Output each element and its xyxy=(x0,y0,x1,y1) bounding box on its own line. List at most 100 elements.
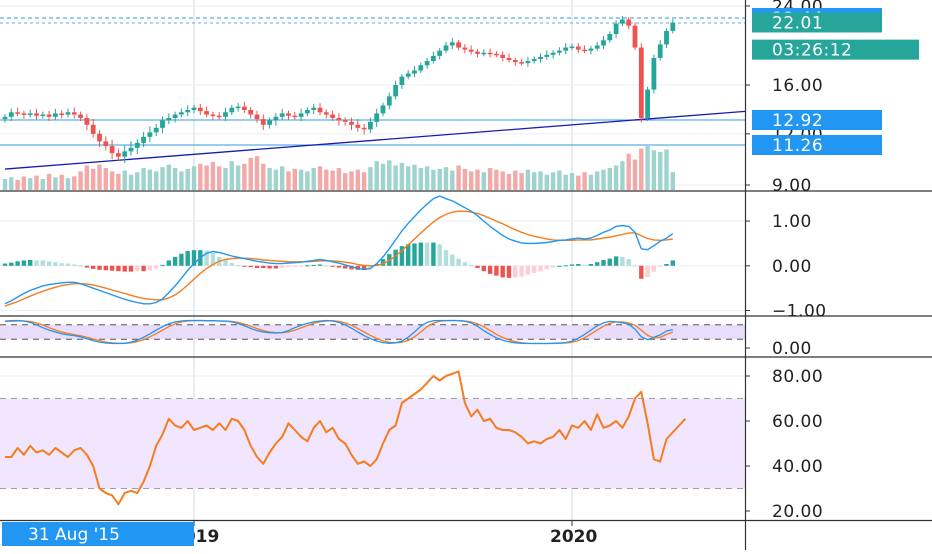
candle[interactable] xyxy=(481,49,487,57)
trendline[interactable] xyxy=(4,110,746,170)
candle[interactable] xyxy=(185,105,191,117)
candle[interactable] xyxy=(664,28,669,49)
candle[interactable] xyxy=(412,66,417,78)
date-badge[interactable]: 31 Aug '15 xyxy=(2,522,194,546)
candle[interactable] xyxy=(349,117,354,131)
candle[interactable] xyxy=(620,15,625,27)
candle[interactable] xyxy=(582,45,587,54)
candle[interactable] xyxy=(456,39,461,51)
candle[interactable] xyxy=(116,148,121,162)
candle[interactable] xyxy=(386,92,392,110)
candle[interactable] xyxy=(657,40,663,61)
candle[interactable] xyxy=(494,51,499,58)
candle[interactable] xyxy=(292,111,298,120)
candle[interactable] xyxy=(84,114,90,131)
candle[interactable] xyxy=(399,74,405,89)
candle[interactable] xyxy=(134,139,140,155)
candle[interactable] xyxy=(368,117,373,134)
candle[interactable] xyxy=(651,54,657,94)
candle[interactable] xyxy=(141,131,146,147)
candle[interactable] xyxy=(286,110,291,120)
candle[interactable] xyxy=(21,110,27,119)
candle[interactable] xyxy=(569,43,575,51)
candle[interactable] xyxy=(27,109,33,118)
candle[interactable] xyxy=(65,108,71,118)
candle[interactable] xyxy=(550,50,556,59)
candle[interactable] xyxy=(670,19,676,34)
candle[interactable] xyxy=(172,111,178,123)
candle[interactable] xyxy=(191,104,197,113)
candle[interactable] xyxy=(538,53,543,63)
candle[interactable] xyxy=(34,108,39,120)
candle[interactable] xyxy=(632,22,638,51)
candle[interactable] xyxy=(361,124,367,135)
price-pane[interactable] xyxy=(0,5,746,190)
price-badge[interactable]: 11.26 xyxy=(752,135,882,156)
candle[interactable] xyxy=(210,111,216,120)
stochastic-pane[interactable] xyxy=(0,319,745,345)
candle[interactable] xyxy=(59,110,65,119)
candle[interactable] xyxy=(2,113,8,123)
candle[interactable] xyxy=(418,62,424,74)
macd-line[interactable] xyxy=(4,195,674,305)
candle[interactable] xyxy=(374,108,380,128)
candle[interactable] xyxy=(40,111,46,119)
candle[interactable] xyxy=(46,110,52,122)
candle[interactable] xyxy=(525,56,531,67)
candle[interactable] xyxy=(305,107,310,117)
candle[interactable] xyxy=(462,44,468,54)
candle[interactable] xyxy=(431,51,436,64)
candle[interactable] xyxy=(15,107,20,117)
candle[interactable] xyxy=(279,108,285,120)
candle[interactable] xyxy=(197,103,203,116)
candle[interactable] xyxy=(97,130,102,147)
candle[interactable] xyxy=(90,118,96,138)
candle[interactable] xyxy=(557,47,562,56)
candle[interactable] xyxy=(443,42,449,54)
candle[interactable] xyxy=(8,108,14,122)
rsi-pane[interactable] xyxy=(0,370,745,506)
candle[interactable] xyxy=(78,111,83,122)
candle[interactable] xyxy=(166,113,172,125)
candle[interactable] xyxy=(424,57,430,69)
candle[interactable] xyxy=(260,114,266,131)
candle[interactable] xyxy=(235,102,241,112)
candle[interactable] xyxy=(122,145,128,163)
candle[interactable] xyxy=(475,49,480,58)
candle[interactable] xyxy=(437,48,443,60)
price-badge[interactable]: 03:26:12 xyxy=(752,39,919,61)
candle[interactable] xyxy=(216,111,222,120)
candle[interactable] xyxy=(380,102,386,117)
candle[interactable] xyxy=(512,57,518,66)
candle[interactable] xyxy=(355,118,361,132)
candle[interactable] xyxy=(204,106,209,118)
candle[interactable] xyxy=(519,58,524,66)
price-badge[interactable]: 22.01 xyxy=(752,12,882,33)
candle[interactable] xyxy=(607,31,613,43)
candle[interactable] xyxy=(575,43,581,54)
candle[interactable] xyxy=(109,139,115,160)
candle[interactable] xyxy=(147,126,153,143)
candle[interactable] xyxy=(506,53,512,63)
candle[interactable] xyxy=(71,107,77,119)
candle[interactable] xyxy=(487,48,493,58)
candle[interactable] xyxy=(449,38,455,50)
candle[interactable] xyxy=(336,113,342,126)
candle[interactable] xyxy=(153,124,159,137)
candle[interactable] xyxy=(588,45,594,55)
stochastic-k-line[interactable] xyxy=(4,319,673,345)
candle[interactable] xyxy=(273,113,279,126)
candle[interactable] xyxy=(563,43,569,55)
candle[interactable] xyxy=(267,117,272,129)
candle[interactable] xyxy=(330,110,335,122)
price-scale[interactable]: 24.0016.0012.009.0022.4422.0103:26:1212.… xyxy=(745,0,919,522)
candle[interactable] xyxy=(242,101,247,113)
candle[interactable] xyxy=(638,43,644,123)
candle[interactable] xyxy=(645,86,650,122)
candle[interactable] xyxy=(179,108,184,118)
candle[interactable] xyxy=(626,17,632,30)
candle[interactable] xyxy=(342,117,348,126)
candle[interactable] xyxy=(53,108,58,120)
